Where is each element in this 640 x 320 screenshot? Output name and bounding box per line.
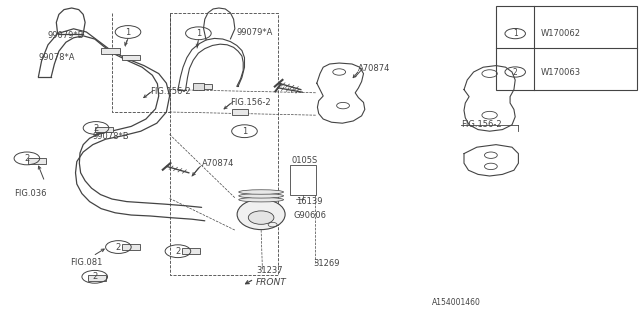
Bar <box>122 55 140 60</box>
Text: 2: 2 <box>116 243 121 252</box>
Ellipse shape <box>237 199 285 230</box>
Text: 16139: 16139 <box>296 197 323 206</box>
Text: 31237: 31237 <box>256 266 283 275</box>
Bar <box>122 244 140 250</box>
Bar <box>193 83 204 90</box>
Ellipse shape <box>239 194 284 198</box>
Text: FIG.156-2: FIG.156-2 <box>150 87 191 96</box>
Text: 2: 2 <box>24 154 29 163</box>
Text: FIG.081: FIG.081 <box>70 258 103 267</box>
Text: A154001460: A154001460 <box>432 298 481 307</box>
Bar <box>290 165 316 195</box>
Text: 0105S: 0105S <box>291 156 317 164</box>
Bar <box>496 6 637 90</box>
Bar <box>232 109 248 115</box>
Text: W170063: W170063 <box>541 68 581 76</box>
Text: 2: 2 <box>175 247 180 256</box>
Text: 99079*B: 99079*B <box>48 31 84 40</box>
Text: FIG.156-2: FIG.156-2 <box>461 120 501 129</box>
Bar <box>88 275 106 281</box>
Text: 99079*A: 99079*A <box>237 28 273 36</box>
Text: 1: 1 <box>242 127 247 136</box>
Ellipse shape <box>239 190 284 194</box>
Bar <box>195 84 212 89</box>
Text: G90606: G90606 <box>293 212 326 220</box>
Bar <box>182 248 200 254</box>
Text: 31269: 31269 <box>314 260 340 268</box>
Text: 99078*A: 99078*A <box>38 53 75 62</box>
Text: FIG.156-2: FIG.156-2 <box>230 98 271 107</box>
Text: 99078*B: 99078*B <box>93 132 129 140</box>
Text: FRONT: FRONT <box>256 278 287 287</box>
Text: 1: 1 <box>125 28 131 36</box>
Text: 1: 1 <box>513 29 518 38</box>
Text: 2: 2 <box>93 124 99 132</box>
Bar <box>101 48 120 54</box>
Text: FIG.036: FIG.036 <box>14 189 47 198</box>
Ellipse shape <box>248 211 274 224</box>
Text: A70874: A70874 <box>202 159 234 168</box>
Bar <box>95 127 113 132</box>
Text: 2: 2 <box>513 68 518 76</box>
Text: W170062: W170062 <box>541 29 581 38</box>
Text: A70874: A70874 <box>358 64 391 73</box>
Text: 1: 1 <box>196 29 201 38</box>
Text: 2: 2 <box>92 272 97 281</box>
Ellipse shape <box>239 197 284 202</box>
Bar <box>28 158 46 164</box>
